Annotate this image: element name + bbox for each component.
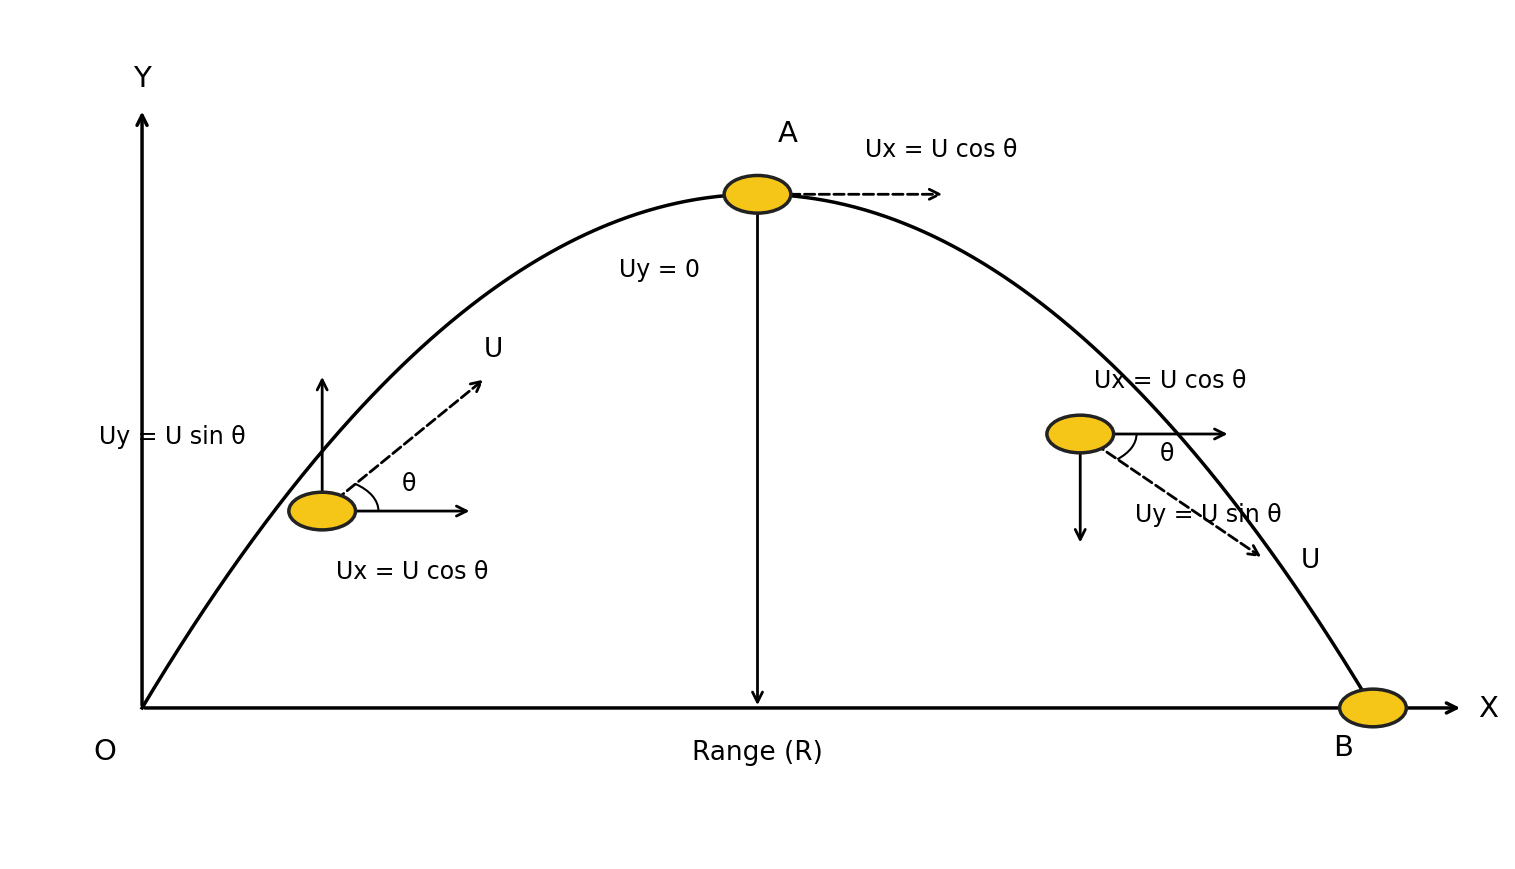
Text: Range (R): Range (R): [692, 740, 823, 766]
Text: Uy = U sin θ: Uy = U sin θ: [98, 424, 245, 448]
Text: Ux = U cos θ: Ux = U cos θ: [865, 137, 1018, 162]
Ellipse shape: [724, 176, 791, 214]
Text: Ux = U cos θ: Ux = U cos θ: [336, 560, 488, 583]
Text: Y: Y: [133, 64, 152, 92]
Text: θ: θ: [1160, 441, 1174, 465]
Text: B: B: [1333, 733, 1353, 761]
Ellipse shape: [289, 493, 356, 530]
Text: Uy = 0: Uy = 0: [620, 257, 700, 282]
Text: θ: θ: [401, 471, 417, 495]
Ellipse shape: [1339, 689, 1406, 727]
Text: A: A: [777, 120, 797, 148]
Text: Ux = U cos θ: Ux = U cos θ: [1094, 368, 1247, 393]
Text: X: X: [1479, 694, 1498, 722]
Text: U: U: [483, 337, 503, 363]
Text: U: U: [1301, 547, 1321, 574]
Ellipse shape: [1047, 415, 1114, 454]
Text: Uy = U sin θ: Uy = U sin θ: [1135, 502, 1282, 527]
Text: O: O: [92, 737, 117, 765]
